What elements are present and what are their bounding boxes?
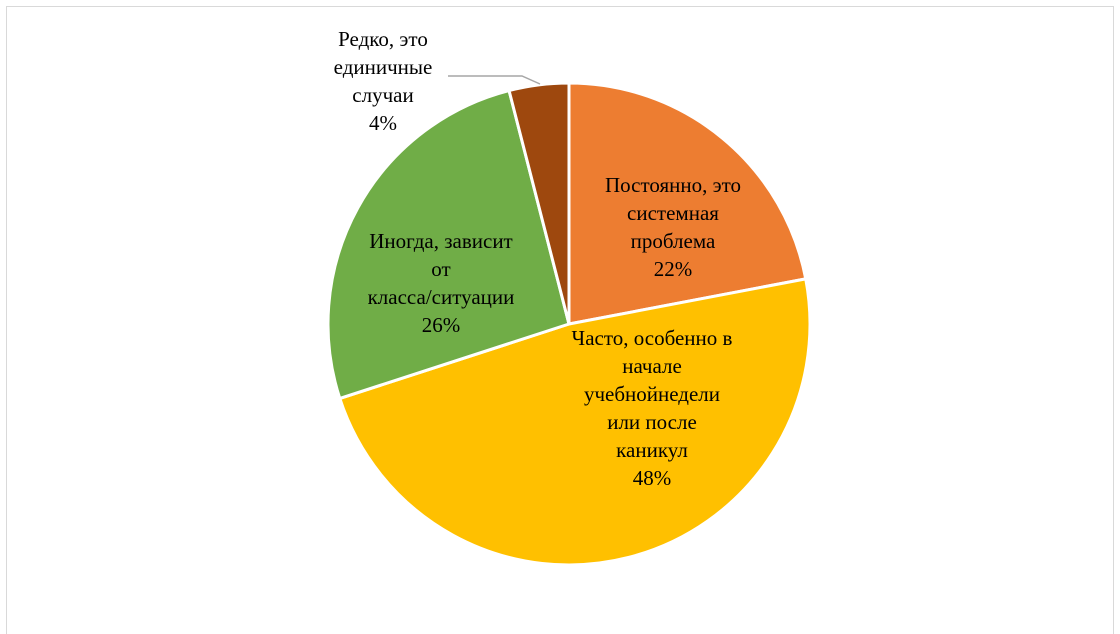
data-label-text: каникул	[616, 438, 688, 462]
data-label: Иногда, зависит от класса/ситуации 26%	[368, 229, 515, 337]
data-label: Часто, особенно в начале учебнойнедели или …	[572, 326, 733, 490]
data-label-text: случаи	[352, 83, 413, 107]
data-label-text: или после	[607, 410, 697, 434]
leader-line	[448, 75, 541, 85]
data-label-text: системная	[627, 201, 719, 225]
data-label-value: 26%	[422, 313, 461, 337]
leader-lines	[448, 75, 541, 85]
data-label-text: Постоянно, это	[605, 173, 741, 197]
data-label-value: 48%	[633, 466, 672, 490]
pie-slice	[337, 277, 812, 567]
data-label: Постоянно, это системная проблема 22%	[605, 173, 741, 281]
pie-slice	[326, 88, 571, 401]
pie-slices	[326, 81, 812, 567]
data-label-value: 22%	[654, 257, 693, 281]
data-label-text: Иногда, зависит	[369, 229, 512, 253]
data-label-text: учебнойнедели	[584, 382, 720, 406]
data-label-text: проблема	[631, 229, 716, 253]
pie-slice	[507, 81, 571, 325]
data-label-text: Редко, это	[338, 27, 428, 51]
pie-slice	[567, 81, 808, 326]
data-label: Редко, это единичные случаи 4%	[334, 27, 433, 135]
data-label-text: класса/ситуации	[368, 285, 515, 309]
data-label-text: начале	[622, 354, 682, 378]
data-label-text: Часто, особенно в	[572, 326, 733, 350]
data-label-text: от	[431, 257, 450, 281]
data-labels: Постоянно, это системная проблема 22% Часто,…	[334, 27, 741, 490]
data-label-value: 4%	[369, 111, 397, 135]
data-label-text: единичные	[334, 55, 433, 79]
